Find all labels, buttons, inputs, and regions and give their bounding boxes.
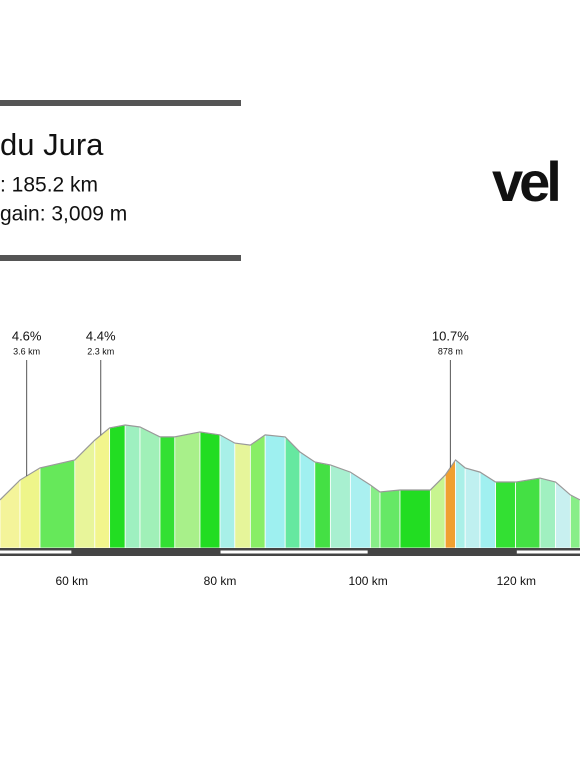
profile-segment bbox=[455, 459, 466, 549]
x-tick-label: 60 km bbox=[56, 574, 89, 588]
profile-segment bbox=[299, 451, 316, 549]
route-title: du Jura bbox=[0, 127, 104, 162]
profile-segment bbox=[379, 489, 401, 549]
profile-segment bbox=[479, 471, 496, 549]
header-rule bbox=[0, 255, 241, 261]
profile-segment bbox=[234, 442, 251, 549]
climb-gradient: 4.4% bbox=[86, 328, 116, 343]
profile-segment bbox=[515, 477, 541, 549]
profile-segment bbox=[284, 435, 301, 549]
x-tick-label: 120 km bbox=[497, 574, 536, 588]
profile-segment bbox=[19, 467, 41, 549]
profile-segment bbox=[139, 426, 161, 549]
profile-segment bbox=[369, 484, 381, 549]
x-tick-label: 80 km bbox=[204, 574, 237, 588]
scale-band bbox=[0, 550, 72, 554]
profile-segment bbox=[124, 424, 141, 549]
profile-segment bbox=[314, 461, 331, 549]
profile-segment bbox=[429, 474, 446, 549]
profile-segment bbox=[109, 424, 126, 549]
climb-length: 878 m bbox=[438, 346, 463, 356]
climb-length: 3.6 km bbox=[13, 346, 40, 356]
profile-segment bbox=[539, 477, 556, 549]
profile-segment bbox=[464, 467, 481, 549]
profile-segment bbox=[174, 431, 201, 549]
profile-segment bbox=[264, 434, 286, 549]
header-rule bbox=[0, 100, 241, 106]
scale-band bbox=[516, 550, 580, 554]
profile-segment bbox=[249, 434, 266, 549]
profile-segment bbox=[94, 427, 111, 549]
profile-segment bbox=[199, 431, 221, 549]
x-tick-label: 100 km bbox=[348, 574, 387, 588]
scale-band bbox=[220, 550, 369, 554]
climb-gradient: 10.7% bbox=[432, 328, 469, 343]
route-distance: : 185.2 km bbox=[0, 174, 98, 197]
route-gain: gain: 3,009 m bbox=[0, 203, 127, 226]
climb-length: 2.3 km bbox=[87, 346, 114, 356]
climb-gradient: 4.6% bbox=[12, 328, 42, 343]
profile-segment bbox=[399, 489, 431, 549]
profile-segment bbox=[569, 494, 580, 549]
profile-segment bbox=[329, 464, 351, 549]
logo: vel bbox=[492, 150, 558, 213]
profile-segment bbox=[39, 459, 76, 549]
profile-segment bbox=[495, 481, 516, 549]
profile-segment bbox=[219, 434, 236, 549]
profile-outline bbox=[0, 424, 580, 501]
profile-segment bbox=[555, 481, 571, 549]
profile-segment bbox=[159, 436, 176, 549]
